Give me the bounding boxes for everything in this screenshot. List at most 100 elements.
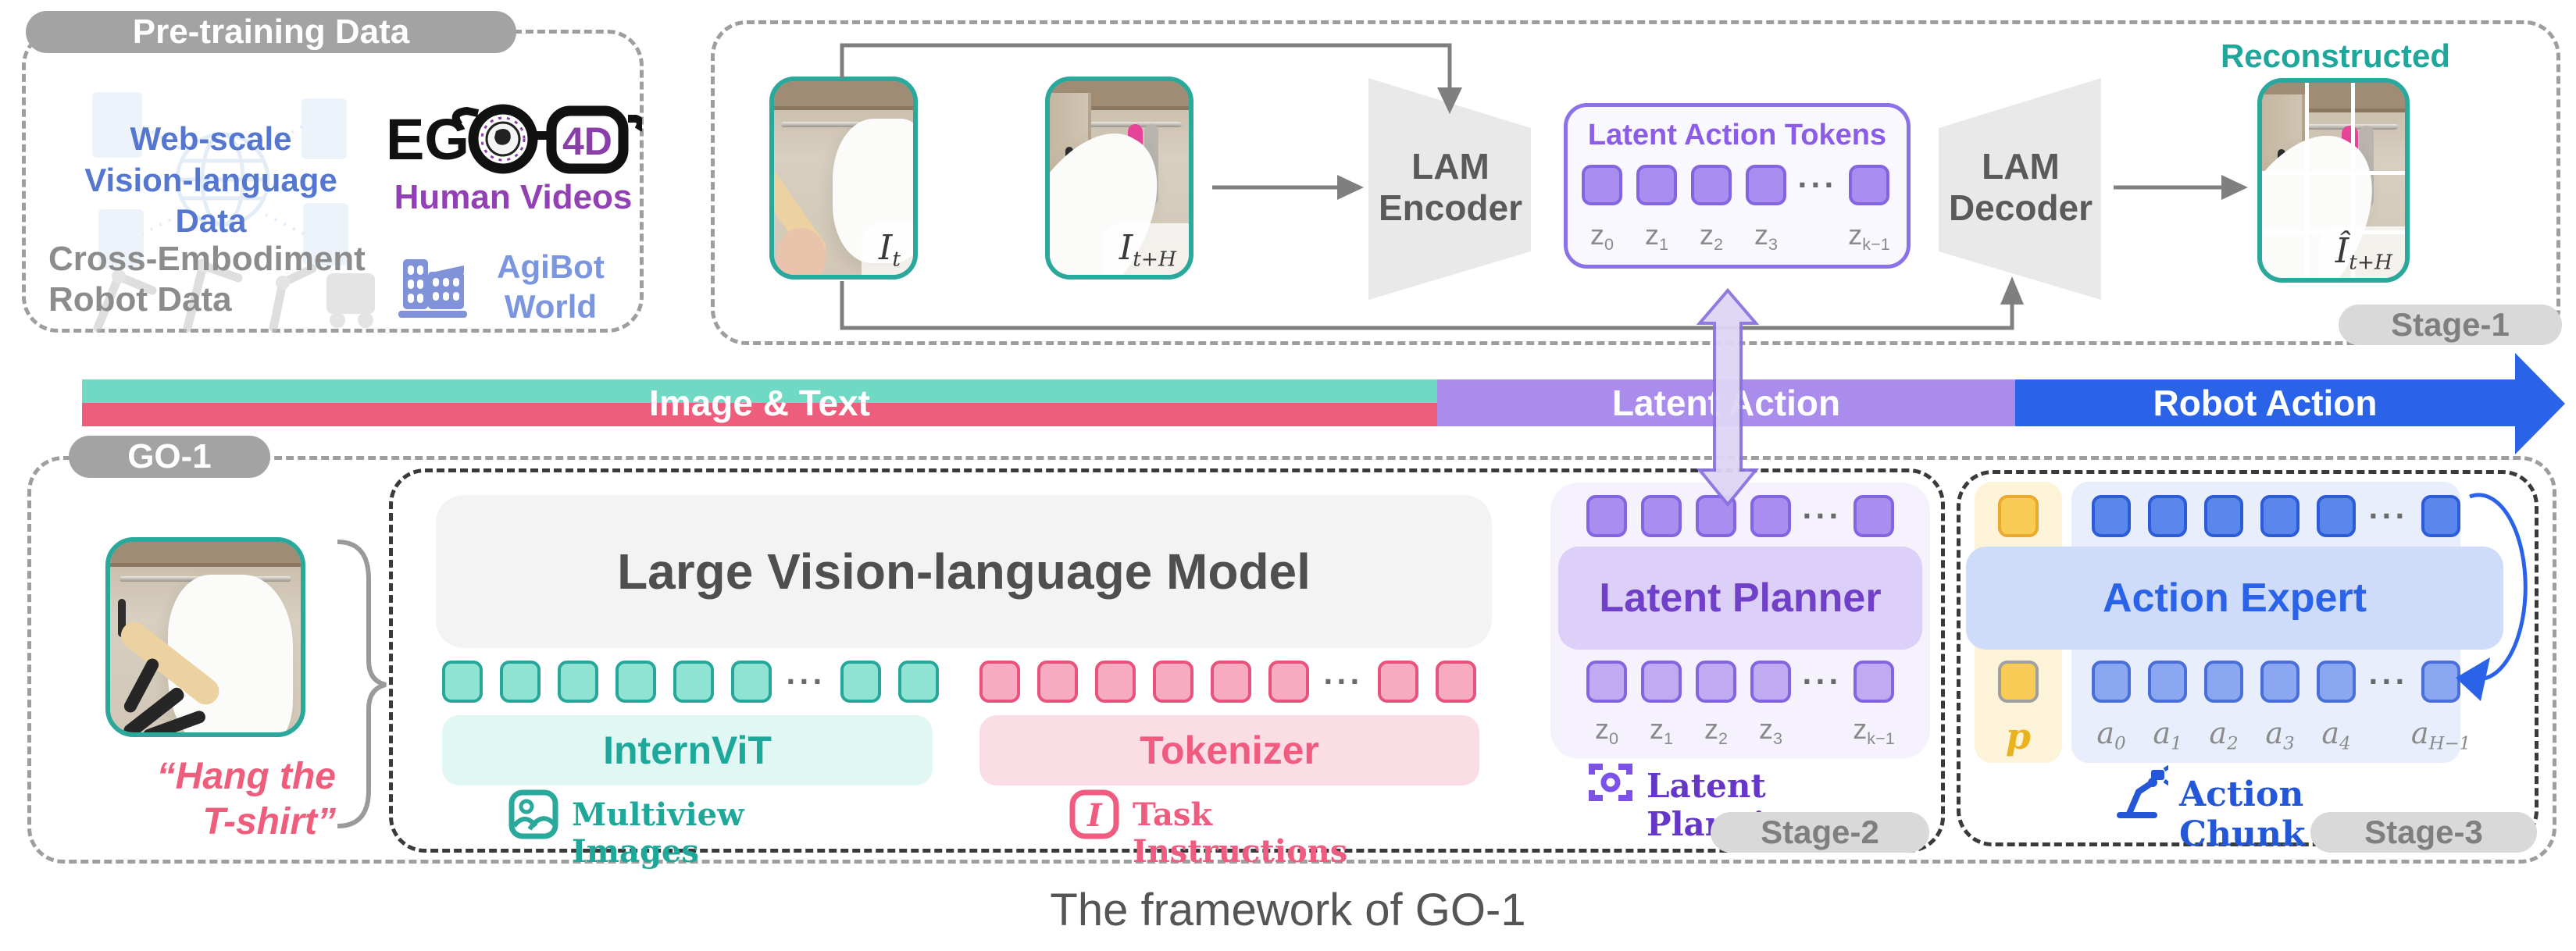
band-latent-action: Latent Action [1437, 379, 2015, 426]
vision-token-row: ··· [442, 661, 939, 703]
token-label-a1: a1 [2153, 716, 2182, 754]
pretraining-title: Pre-training Data [132, 12, 410, 51]
colosseum-icon [398, 259, 467, 318]
band-image-text: Image & Text [82, 379, 1437, 426]
token-label-z2: z2 [1699, 219, 1723, 254]
reconstructed-image: Ît+H [2257, 78, 2410, 283]
multiview-images-icon [508, 789, 558, 839]
latent-token [1582, 165, 1622, 205]
token-label-a0: a0 [2096, 716, 2126, 754]
token-label-z0: z0 [1594, 713, 1618, 748]
ellipsis: ··· [1802, 663, 1843, 700]
action-token [2148, 661, 2187, 703]
task-instruction-text: “Hang the T-shirt” [156, 756, 336, 842]
latent-action-tokens-title: Latent Action Tokens [1587, 118, 1887, 151]
ellipsis: ··· [1797, 166, 1838, 203]
lam-encoder-shape [1368, 78, 1531, 300]
latent-planner-bar: Latent Planner [1558, 547, 1922, 650]
token-label-zk1: zk−1 [1853, 713, 1895, 748]
vision-token [673, 661, 714, 703]
action-output-token-row: ··· [2092, 661, 2460, 703]
action-token [2421, 495, 2460, 537]
observation-image-ith: It+H [1045, 77, 1193, 280]
token-label-z1: z1 [1649, 713, 1673, 748]
token-label-aH1: aH−1 [2410, 716, 2471, 754]
latent-planning-icon [1589, 764, 1632, 801]
robot-arm-icon [2117, 764, 2168, 818]
latent-token [1750, 661, 1791, 703]
multiview-images-label: Multiview Images [572, 796, 744, 870]
lam-encoder-label: LAM Encoder [1378, 146, 1523, 228]
reconstructed-label: Reconstructed [2220, 37, 2451, 74]
text-token [979, 661, 1020, 703]
lam-decoder-shape [1939, 78, 2101, 300]
vlm-title-panel: Large Vision-language Model [436, 495, 1492, 648]
task-instructions-icon: I [1069, 789, 1119, 839]
token-label-p: p [2005, 715, 2032, 757]
vision-token [500, 661, 541, 703]
text-token [1211, 661, 1251, 703]
stage3-badge: Stage-3 [2310, 812, 2537, 853]
task-instructions-label: Task Instructions [1133, 796, 1348, 870]
image-label-recon: Ît+H [2317, 226, 2405, 278]
action-chunk-label: Action Chunk [2179, 775, 2306, 854]
image-label-ith: It+H [1101, 223, 1189, 275]
action-token [2260, 495, 2299, 537]
stage1-badge: Stage-1 [2339, 305, 2562, 345]
action-token [2092, 495, 2131, 537]
lam-decoder-label: LAM Decoder [1948, 146, 2093, 228]
vision-token [731, 661, 772, 703]
action-token [2421, 661, 2460, 703]
latent-token [1854, 495, 1894, 537]
action-token [2148, 495, 2187, 537]
proprio-token-out [1998, 661, 2039, 703]
pretraining-title-badge: Pre-training Data [26, 11, 516, 53]
agibot-world-label: AgiBot World [497, 248, 605, 325]
planner-token-labels: z0 z1 z2 z3 zk−1 [1586, 713, 1895, 748]
action-token-labels: a0 a1 a2 a3 a4 aH−1 [2092, 716, 2471, 754]
token-label-z0: z0 [1589, 219, 1614, 254]
token-label-z2: z2 [1704, 713, 1728, 748]
latent-token [1586, 661, 1627, 703]
latent-token [1641, 661, 1682, 703]
token-label-z3: z3 [1758, 713, 1782, 748]
internvit-panel: InternViT [442, 715, 933, 785]
text-token [1037, 661, 1078, 703]
web-scale-data-label: Web-scale Vision-language Data [84, 119, 337, 240]
latent-action-tokens-box: Latent Action Tokens ··· z0 z1 z2 z3 zk−… [1564, 103, 1911, 269]
band-image-text-label: Image & Text [649, 383, 870, 423]
text-token [1153, 661, 1193, 703]
latent-token [1586, 495, 1627, 537]
tokenizer-panel: Tokenizer [979, 715, 1479, 785]
observation-image-it: It [769, 77, 918, 280]
vision-token [442, 661, 483, 703]
ellipsis: ··· [786, 663, 826, 700]
latent-token-labels: z0 z1 z2 z3 zk−1 [1582, 219, 1890, 254]
token-label-zk1: zk−1 [1848, 219, 1890, 254]
latent-token [1750, 495, 1791, 537]
vlm-inner-panel [389, 468, 1945, 853]
action-expert-panel [1957, 470, 2539, 846]
action-input-token-row: ··· [2092, 495, 2460, 537]
action-expert-bar: Action Expert [1966, 547, 2503, 650]
token-label-a3: a3 [2265, 716, 2295, 754]
band-arrowhead-icon [2515, 353, 2565, 454]
latent-token-row: ··· [1582, 165, 1889, 205]
cross-embodiment-label: Cross-Embodiment Robot Data [48, 240, 366, 319]
token-label-z3: z3 [1754, 219, 1778, 254]
latent-token [1636, 165, 1677, 205]
image-label-it: It [862, 223, 913, 275]
human-videos-label: Human Videos [394, 178, 633, 216]
vision-token [615, 661, 656, 703]
latent-token [1746, 165, 1786, 205]
proprio-token [1998, 495, 2039, 537]
action-token [2317, 661, 2356, 703]
go1-badge: GO-1 [69, 436, 270, 478]
svg-text:I: I [1086, 797, 1103, 834]
vision-token [558, 661, 598, 703]
ellipsis: ··· [1323, 663, 1364, 700]
ellipsis: ··· [2368, 663, 2409, 700]
action-token [2092, 661, 2131, 703]
stage1-panel [711, 20, 2560, 345]
